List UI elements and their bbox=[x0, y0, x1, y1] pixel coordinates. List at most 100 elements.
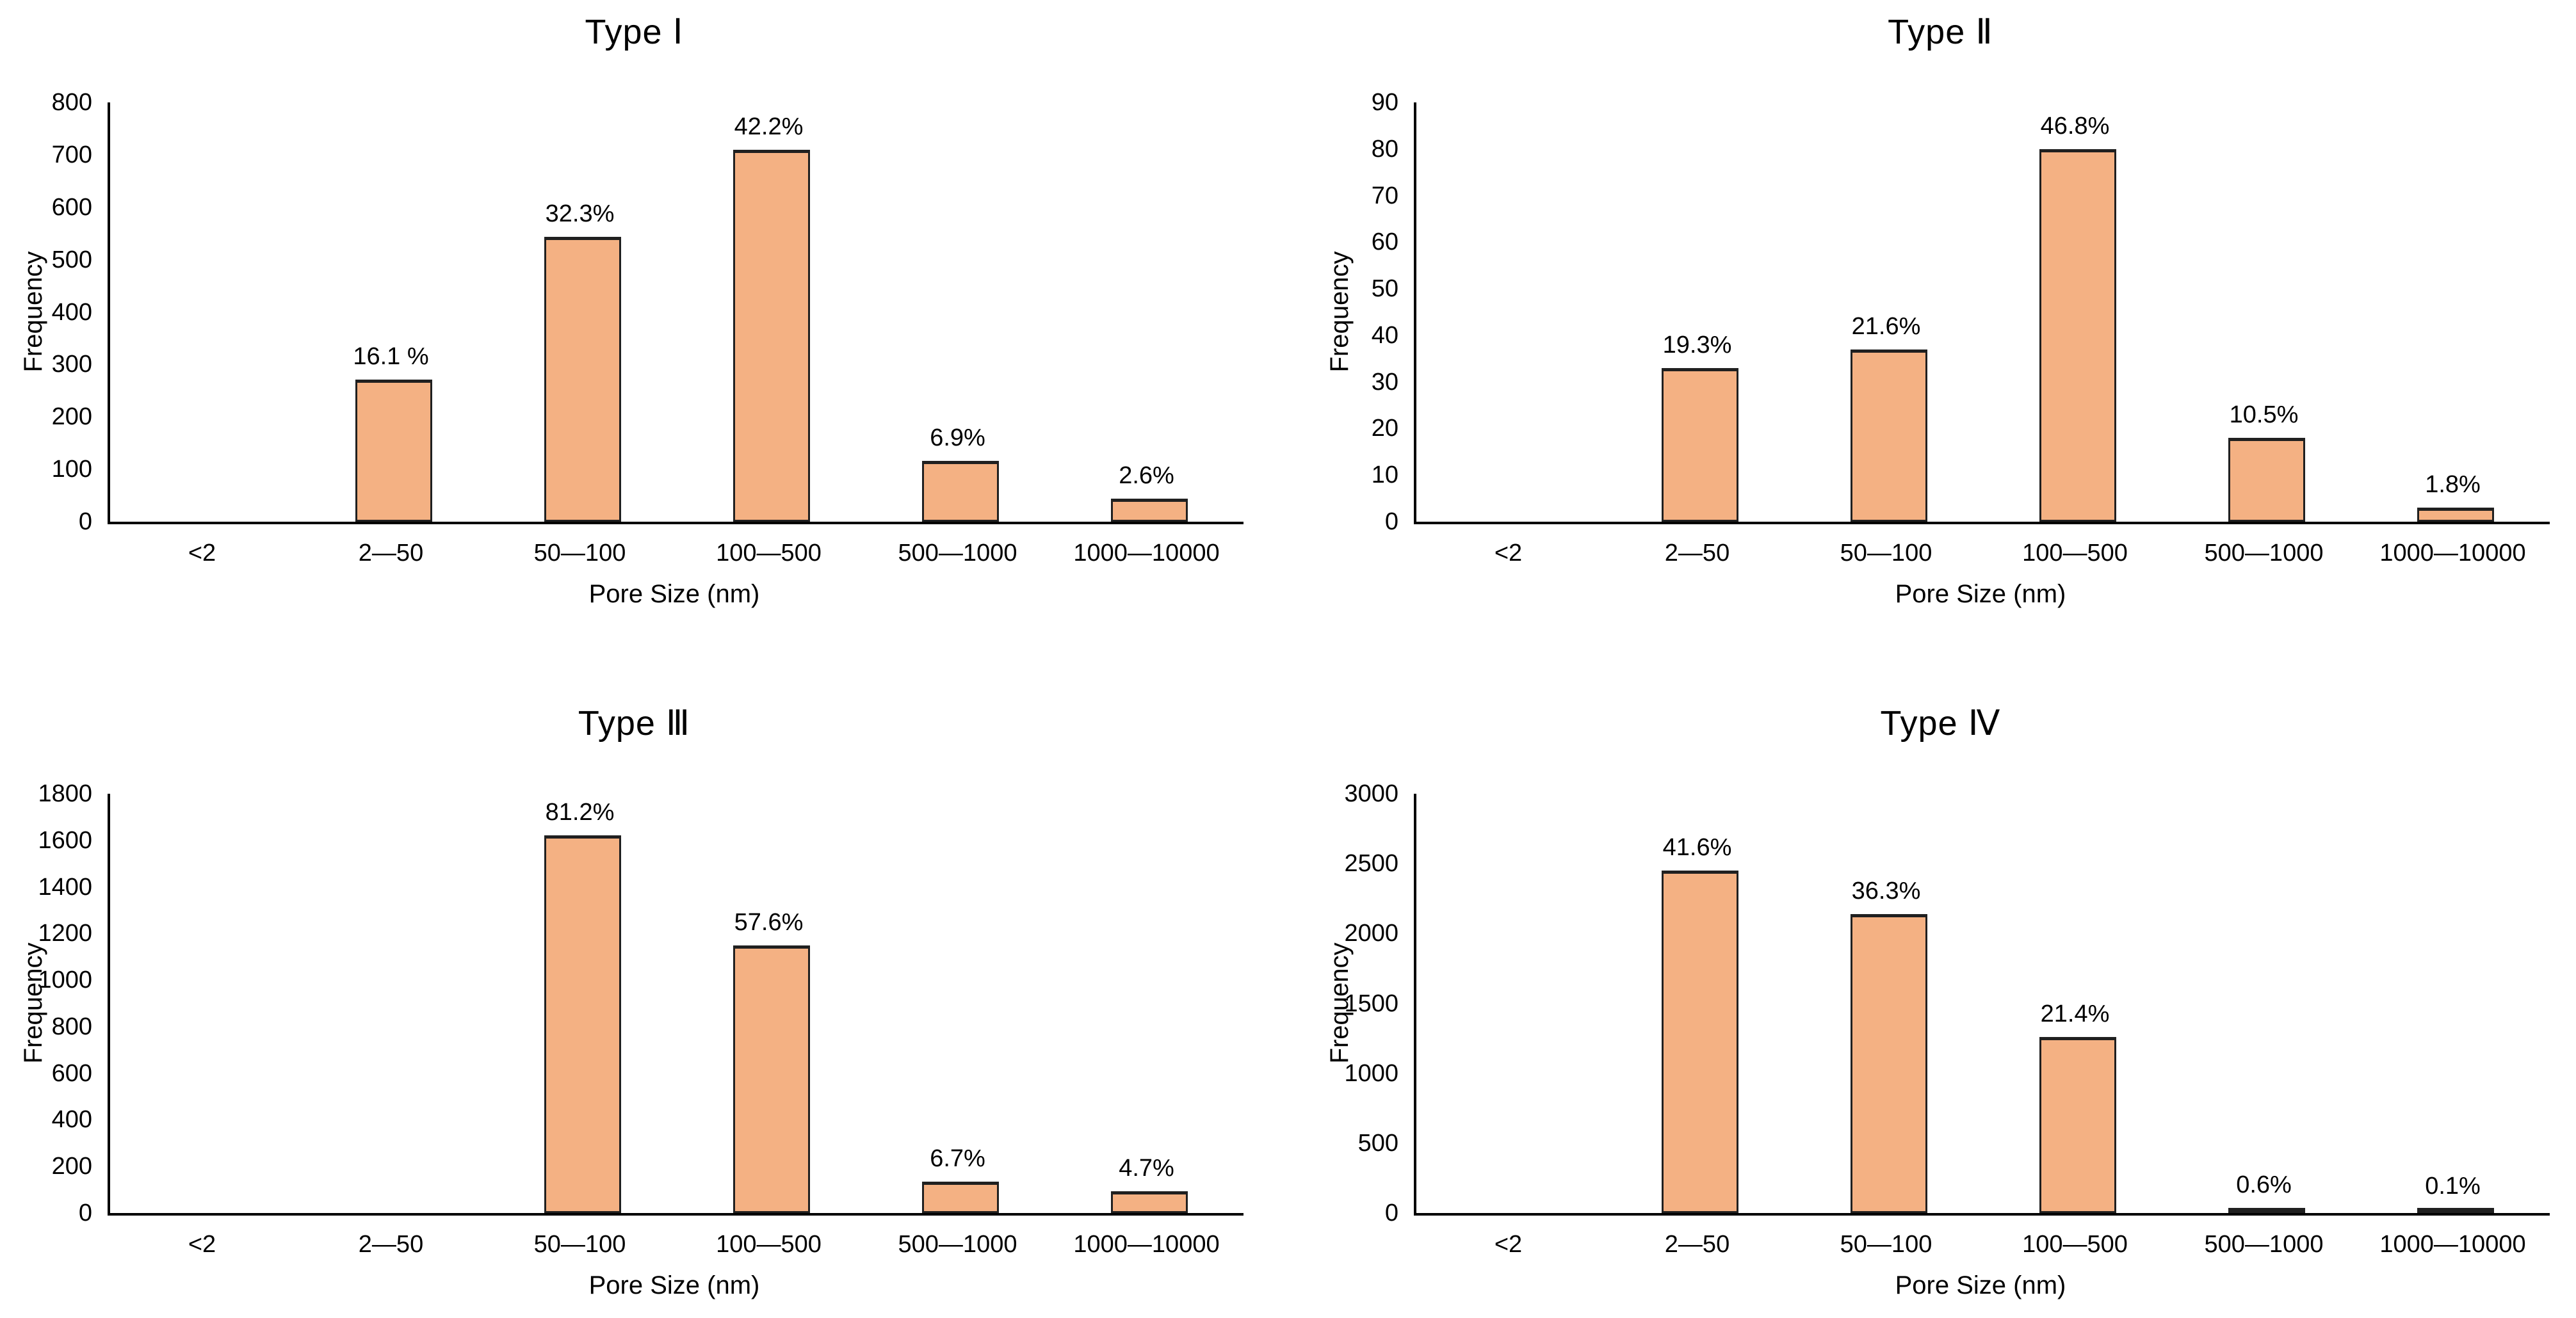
bar bbox=[2039, 1037, 2116, 1213]
chart-type-1: Type Ⅰ Frequency 800 700 600 500 400 300 200 100 0… bbox=[12, 6, 1257, 615]
y-tick-label: 1200 bbox=[38, 920, 92, 947]
category-label: 50—100 bbox=[533, 540, 626, 567]
y-tick-label: 1000 bbox=[38, 967, 92, 994]
x-axis-title: Pore Size (nm) bbox=[588, 580, 760, 608]
y-tick-label: 800 bbox=[51, 89, 92, 116]
category-label: 1000—10000 bbox=[2379, 1231, 2526, 1258]
y-tick-label: 1400 bbox=[38, 873, 92, 901]
category-label: 100—500 bbox=[716, 1231, 822, 1258]
y-tick-label: 70 bbox=[1371, 182, 1398, 209]
bar bbox=[733, 150, 810, 522]
category-label: 100—500 bbox=[2022, 540, 2128, 567]
y-tick-label: 800 bbox=[51, 1013, 92, 1040]
plot-area bbox=[1414, 102, 2550, 524]
bar-value-label: 6.7% bbox=[930, 1145, 985, 1172]
bar-value-label: 0.1% bbox=[2425, 1173, 2481, 1200]
category-label: 500—1000 bbox=[898, 1231, 1017, 1258]
y-tick-label: 1500 bbox=[1344, 990, 1398, 1017]
bar-value-label: 57.6% bbox=[734, 909, 804, 936]
chart-title: Type Ⅳ bbox=[1880, 704, 2001, 743]
y-tick-label: 0 bbox=[78, 508, 92, 535]
plot-area bbox=[1414, 794, 2550, 1216]
category-label: 50—100 bbox=[533, 1231, 626, 1258]
y-tick-label: 2000 bbox=[1344, 920, 1398, 947]
y-tick-label: 600 bbox=[51, 193, 92, 221]
bar-value-label: 6.9% bbox=[930, 424, 985, 451]
y-axis-title: Frequency bbox=[19, 942, 47, 1064]
category-label: 1000—10000 bbox=[1073, 1231, 1220, 1258]
bar bbox=[733, 945, 810, 1213]
category-label: 50—100 bbox=[1840, 1231, 1932, 1258]
category-label: <2 bbox=[188, 540, 216, 567]
bar bbox=[2228, 1208, 2305, 1213]
category-label: 100—500 bbox=[2022, 1231, 2128, 1258]
y-tick-label: 500 bbox=[51, 246, 92, 273]
y-tick-label: 3000 bbox=[1344, 780, 1398, 807]
y-tick-label: 400 bbox=[51, 1106, 92, 1134]
category-label: 2—50 bbox=[358, 1231, 424, 1258]
chart-title: Type Ⅲ bbox=[578, 704, 691, 743]
chart-title: Type Ⅱ bbox=[1888, 13, 1993, 51]
bar-value-label: 46.8% bbox=[2040, 113, 2110, 140]
bar-value-label: 2.6% bbox=[1119, 462, 1174, 489]
y-tick-label: 500 bbox=[1357, 1129, 1398, 1157]
category-label: 100—500 bbox=[716, 540, 822, 567]
category-label: 500—1000 bbox=[2204, 540, 2324, 567]
y-tick-label: 80 bbox=[1371, 135, 1398, 163]
category-label: 50—100 bbox=[1840, 540, 1932, 567]
category-label: 2—50 bbox=[358, 540, 424, 567]
bar bbox=[544, 237, 621, 522]
category-label: 500—1000 bbox=[2204, 1231, 2324, 1258]
category-label: <2 bbox=[1494, 540, 1523, 567]
y-tick-label: 0 bbox=[1384, 508, 1398, 535]
y-tick-label: 10 bbox=[1371, 462, 1398, 489]
bar bbox=[1662, 368, 1738, 522]
bar-value-label: 16.1 % bbox=[353, 343, 429, 370]
bar-value-label: 10.5% bbox=[2229, 401, 2299, 428]
y-tick-label: 700 bbox=[51, 141, 92, 168]
category-label: 2—50 bbox=[1664, 1231, 1730, 1258]
chart-title: Type Ⅰ bbox=[585, 13, 684, 51]
category-label: 2—50 bbox=[1664, 540, 1730, 567]
y-tick-label: 600 bbox=[51, 1059, 92, 1087]
y-tick-label: 1800 bbox=[38, 780, 92, 807]
bar bbox=[2039, 149, 2116, 522]
y-tick-label: 30 bbox=[1371, 368, 1398, 396]
y-tick-label: 90 bbox=[1371, 89, 1398, 116]
bar-value-label: 42.2% bbox=[734, 113, 804, 140]
bar-value-label: 21.4% bbox=[2040, 1001, 2110, 1027]
bar-value-label: 32.3% bbox=[545, 200, 615, 227]
x-axis-title: Pore Size (nm) bbox=[588, 1271, 760, 1299]
chart-type-3: Type Ⅲ Frequency 1800 1600 1400 1200 1000 800 60… bbox=[12, 698, 1257, 1306]
category-label: 1000—10000 bbox=[2379, 540, 2526, 567]
bar bbox=[1851, 914, 1927, 1213]
bar-value-label: 1.8% bbox=[2425, 471, 2481, 498]
x-axis-title: Pore Size (nm) bbox=[1895, 1271, 2066, 1299]
bar bbox=[2417, 1208, 2494, 1213]
plot-area bbox=[108, 794, 1243, 1216]
bar bbox=[922, 461, 999, 522]
category-label: <2 bbox=[1494, 1231, 1523, 1258]
bar bbox=[1111, 1191, 1188, 1213]
bar bbox=[2417, 508, 2494, 522]
y-tick-label: 300 bbox=[51, 351, 92, 378]
bar-value-label: 21.6% bbox=[1851, 313, 1921, 340]
y-tick-label: 1000 bbox=[1344, 1059, 1398, 1087]
category-label: 500—1000 bbox=[898, 540, 1017, 567]
y-tick-label: 50 bbox=[1371, 275, 1398, 303]
chart-type-4: Type Ⅳ Frequency 3000 2500 2000 1500 1000 500 0 <… bbox=[1318, 698, 2563, 1306]
bar bbox=[1662, 871, 1738, 1213]
y-tick-label: 2500 bbox=[1344, 850, 1398, 878]
y-tick-label: 200 bbox=[51, 403, 92, 431]
bar bbox=[922, 1182, 999, 1213]
y-tick-label: 1600 bbox=[38, 826, 92, 854]
y-axis-title: Frequency bbox=[1325, 251, 1354, 373]
y-tick-label: 400 bbox=[51, 298, 92, 326]
bar-value-label: 0.6% bbox=[2236, 1171, 2292, 1198]
y-tick-label: 40 bbox=[1371, 321, 1398, 349]
y-tick-label: 100 bbox=[51, 456, 92, 483]
bar bbox=[544, 835, 621, 1213]
bar bbox=[355, 380, 432, 522]
bar bbox=[2228, 438, 2305, 522]
